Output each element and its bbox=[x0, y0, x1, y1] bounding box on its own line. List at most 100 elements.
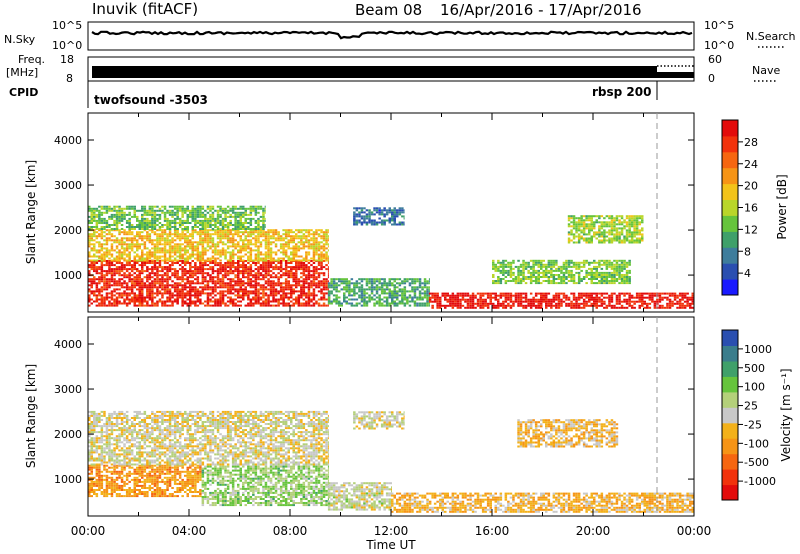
echo-cell bbox=[110, 268, 114, 271]
echo-cell bbox=[595, 298, 598, 301]
echo-cell bbox=[221, 302, 225, 305]
echo-cell bbox=[244, 213, 247, 216]
echo-cell bbox=[120, 243, 124, 246]
echo-cell bbox=[547, 265, 551, 268]
echo-cell bbox=[290, 259, 293, 262]
echo-cell bbox=[401, 298, 404, 301]
echo-cell bbox=[527, 261, 530, 264]
echo-cell bbox=[388, 284, 391, 287]
echo-cell bbox=[401, 296, 404, 299]
echo-cell bbox=[239, 217, 242, 220]
echo-cell bbox=[254, 228, 258, 230]
echo-cell bbox=[125, 237, 129, 240]
echo-cell bbox=[153, 286, 157, 289]
echo-cell bbox=[524, 298, 528, 301]
echo-cell bbox=[173, 213, 177, 216]
echo-cell bbox=[499, 292, 503, 295]
echo-cell bbox=[608, 276, 611, 278]
echo-cell bbox=[550, 267, 553, 270]
echo-cell bbox=[189, 304, 192, 307]
echo-cell bbox=[120, 231, 124, 234]
echo-cell bbox=[231, 228, 235, 230]
echo-cell bbox=[588, 274, 591, 276]
echo-cell bbox=[214, 217, 217, 220]
echo-cell bbox=[375, 290, 379, 293]
echo-cell bbox=[512, 274, 515, 276]
echo-cell bbox=[444, 294, 447, 297]
echo-cell bbox=[181, 262, 184, 264]
echo-cell bbox=[292, 292, 295, 295]
echo-cell bbox=[388, 292, 391, 295]
nsky-panel: N.Sky 10^5 10^0 10^5 10^0 N.Search bbox=[4, 19, 796, 52]
echo-cell bbox=[168, 304, 172, 307]
echo-cell bbox=[522, 265, 525, 268]
echo-cell bbox=[226, 231, 230, 234]
echo-cell bbox=[95, 209, 99, 212]
echo-cell bbox=[302, 272, 306, 275]
echo-cell bbox=[161, 300, 164, 303]
echo-cell bbox=[244, 219, 247, 222]
echo-cell bbox=[474, 302, 477, 305]
echo-cell bbox=[519, 278, 523, 280]
echo-cell bbox=[373, 280, 376, 283]
echo-cell bbox=[545, 269, 548, 272]
echo-cell bbox=[295, 249, 298, 252]
echo-cell bbox=[247, 251, 250, 254]
echo-cell bbox=[300, 231, 303, 234]
echo-cell bbox=[287, 284, 290, 287]
echo-cell bbox=[456, 302, 460, 305]
echo-cell bbox=[391, 294, 394, 297]
echo-cell bbox=[605, 278, 609, 280]
echo-cell bbox=[542, 274, 545, 276]
echo-cell bbox=[580, 294, 583, 297]
echo-cell bbox=[598, 221, 601, 224]
echo-cell bbox=[575, 221, 578, 224]
echo-cell bbox=[570, 229, 573, 232]
echo-cell bbox=[194, 245, 197, 248]
echo-cell bbox=[391, 284, 394, 287]
echo-cell bbox=[393, 288, 396, 291]
echo-cell bbox=[90, 284, 93, 287]
echo-cell bbox=[252, 270, 255, 273]
echo-cell bbox=[514, 282, 518, 285]
echo-cell bbox=[189, 257, 192, 260]
echo-cell bbox=[189, 290, 192, 293]
echo-cell bbox=[272, 286, 275, 289]
echo-cell bbox=[166, 251, 169, 254]
echo-cell bbox=[138, 224, 141, 226]
echo-cell bbox=[267, 266, 270, 269]
echo-cell bbox=[540, 304, 543, 307]
echo-cell bbox=[234, 298, 237, 301]
echo-cell bbox=[406, 302, 409, 305]
echo-cell bbox=[686, 298, 689, 301]
echo-cell bbox=[494, 296, 497, 299]
echo-cell bbox=[196, 266, 200, 269]
echo-cell bbox=[262, 300, 265, 303]
echo-cell bbox=[120, 251, 124, 254]
echo-cell bbox=[317, 233, 321, 236]
echo-cell bbox=[88, 215, 91, 218]
echo-cell bbox=[375, 302, 379, 305]
echo-cell bbox=[363, 302, 366, 305]
echo-cell bbox=[168, 233, 172, 236]
echo-cell bbox=[628, 278, 631, 280]
echo-cell bbox=[588, 223, 591, 226]
echo-cell bbox=[330, 290, 333, 293]
echo-cell bbox=[221, 276, 225, 279]
echo-cell bbox=[242, 264, 245, 267]
echo-cell bbox=[287, 243, 290, 246]
echo-cell bbox=[345, 288, 348, 291]
echo-cell bbox=[173, 247, 177, 250]
echo-cell bbox=[189, 280, 192, 283]
echo-cell bbox=[184, 211, 187, 214]
echo-cell bbox=[234, 290, 237, 293]
echo-cell bbox=[385, 296, 389, 299]
echo-cell bbox=[403, 298, 407, 301]
echo-cell bbox=[428, 282, 430, 285]
echo-cell bbox=[413, 294, 417, 297]
echo-cell bbox=[136, 215, 139, 218]
echo-cell bbox=[310, 229, 313, 232]
echo-cell bbox=[219, 219, 222, 222]
echo-cell bbox=[95, 294, 99, 297]
echo-cell bbox=[534, 263, 538, 266]
